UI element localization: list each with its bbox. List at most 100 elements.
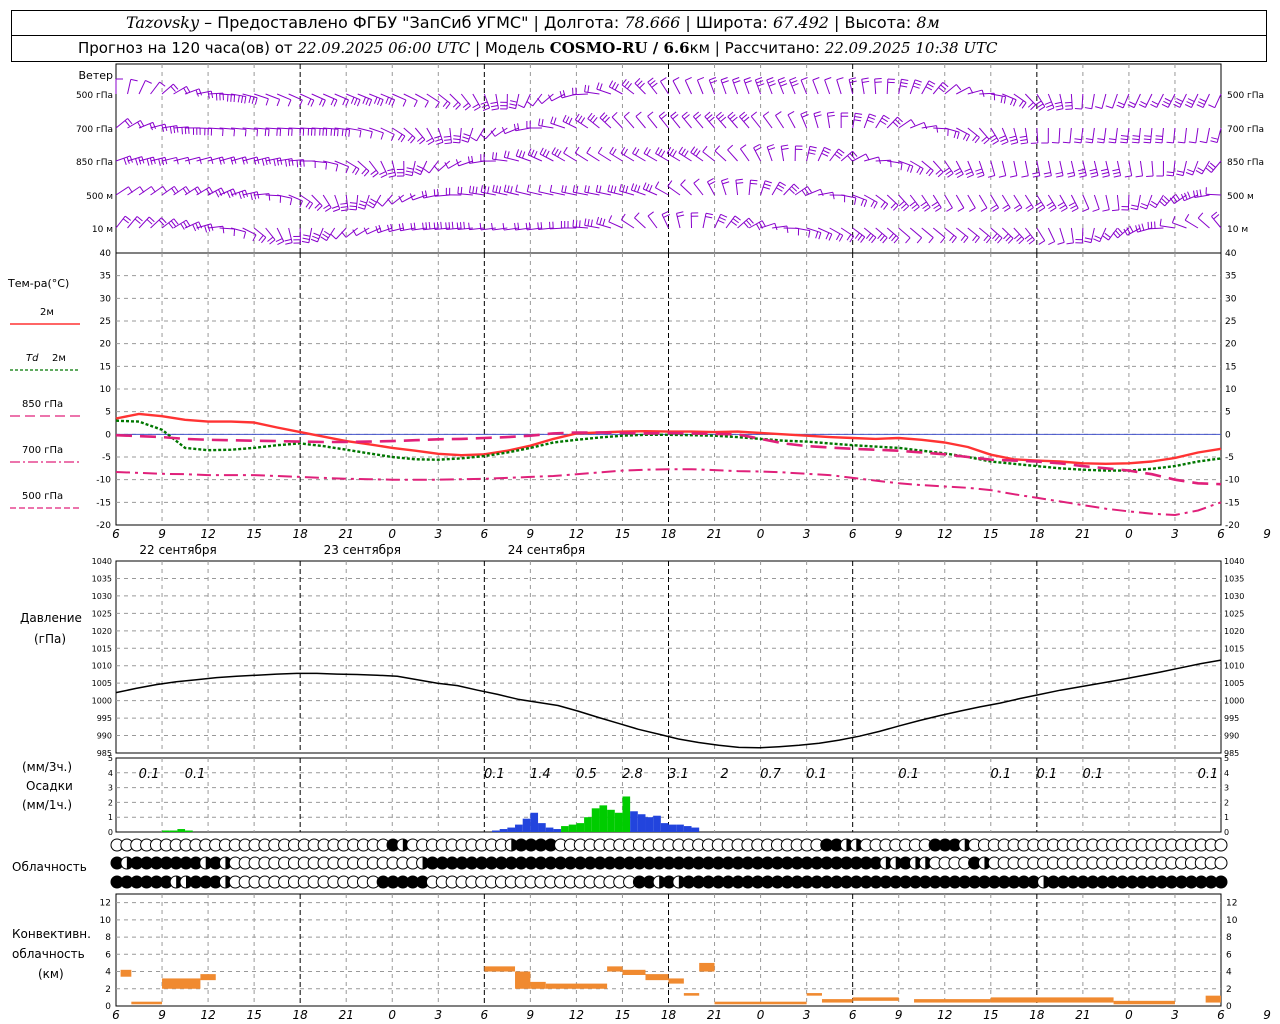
wind-barb-icon [1135,160,1144,178]
wind-barb-icon [737,217,754,229]
precip-tick-label-left: 1 [108,813,113,822]
hour-tick-label: 15 [983,527,998,541]
wind-barb-icon [1001,227,1014,244]
convective-cloud-bar [852,997,899,1001]
wind-barb-icon [708,77,718,95]
conv-tick-label-right: 0 [1226,1002,1232,1012]
wind-barb-icon [311,127,328,136]
convective-cloud-bar [162,978,201,989]
wind-barb-icon [1105,93,1118,109]
temperature-tick-label-left: 20 [100,340,112,350]
hour-tick-label: 9 [527,527,535,541]
wind-barb-icon [403,93,418,108]
wind-barb-icon [480,127,497,140]
precip-bar [607,809,615,832]
wind-barb-icon [813,111,822,129]
wind-barb-icon [584,185,600,196]
wind-barb-icon [1138,93,1153,108]
wind-barb-icon [340,194,349,212]
wind-level-label-left: 500 гПа [76,91,113,101]
pressure-axis-unit: (гПа) [34,632,66,646]
wind-barb-icon [1147,221,1164,230]
wind-barb-icon [322,93,338,107]
wind-barb-icon [909,227,923,244]
wind-barb-icon [1130,194,1141,211]
wind-barb-icon [608,80,623,95]
wind-barb-icon [363,227,381,235]
wind-barb-icon [242,127,259,137]
pressure-tick-label-left: 1030 [92,592,112,601]
temperature-tick-label-left: 40 [100,249,112,259]
precip-bar [645,817,654,832]
wind-barb-icon [655,147,669,162]
precip-bar [683,826,692,832]
wind-barb-icon [334,93,349,107]
wind-barb-icon [184,156,202,165]
wind-barb-icon [433,160,451,172]
wind-barb-icon [1009,127,1019,145]
wind-barb-icon [1184,213,1199,229]
forecast-label: Прогноз на 120 часа(ов) от [78,39,293,57]
wind-barb-icon [1066,227,1074,245]
wind-barb-icon [1068,194,1079,212]
wind-barb-icon [886,78,895,95]
wind-barb-icon [795,227,811,238]
wind-barb-icon [196,156,214,165]
pressure-tick-label-right: 1040 [1224,557,1244,566]
wind-barb-icon [898,160,914,173]
wind-barb-icon [1196,93,1210,109]
temperature-tick-label-right: -5 [1225,453,1234,463]
wind-level-label-left: 500 м [86,192,113,202]
wind-barb-icon [987,160,996,178]
wind-barb-icon [230,189,249,200]
wind-barb-icon [276,93,292,107]
wind-barb-icon [780,144,789,162]
wind-barb-icon [852,112,863,129]
convective-cloud-bar [530,981,546,989]
wind-barb-icon [460,93,472,111]
precip-bar [576,823,585,832]
precip-3h-total: 3.1 [668,767,689,782]
wind-barb-icon [311,194,323,211]
wind-barb-icon [352,227,370,237]
wind-barb-icon [293,227,301,244]
temperature-tick-label-left: 35 [100,272,111,282]
hour-tick-label-bottom: 3 [434,1008,442,1022]
precip-bar [530,812,539,832]
precip-tick-label-left: 2 [108,798,113,807]
wind-barb-icon [597,146,612,162]
wind-barb-icon [349,194,359,211]
wind-barb-icon [988,127,1000,145]
wind-barb-icon [921,160,934,177]
precip-bar [668,824,677,832]
wind-barb-icon [1019,127,1029,145]
wind-barb-icon [910,122,928,130]
hour-tick-label-bottom: 9 [895,1008,903,1022]
wind-level-label-right: 500 гПа [1227,91,1264,101]
wind-barb-icon [680,179,692,196]
wind-barb-icon [681,111,692,129]
precip-bar [691,827,700,832]
wind-barb-icon [334,127,351,137]
wind-barb-icon [720,77,729,95]
hour-tick-label: 18 [661,527,677,541]
wind-barb-icon [1046,194,1057,212]
wind-barb-icon [863,194,878,209]
cloud-cover-icon [1214,856,1228,870]
wind-barb-icon [787,111,796,129]
precip-bar [492,830,500,832]
calculated-time: 22.09.2025 10:38 UTC [824,39,998,57]
cloud-cover-icon [1214,838,1228,852]
wind-barb-icon [196,90,214,99]
conv-tick-label-right: 12 [1226,899,1237,909]
temperature-tick-label-left: 0 [105,430,111,440]
wind-barb-icon [254,127,270,137]
wind-barb-icon [670,111,681,129]
wind-barb-icon [647,111,658,129]
wind-barb-icon [184,88,203,97]
wind-barb-icon [739,144,750,162]
wind-barb-icon [964,160,975,179]
wind-title: Ветер [79,69,113,82]
precip-tick-label-right: 5 [1224,754,1229,763]
precip-3h-total: 0.1 [1083,767,1104,782]
